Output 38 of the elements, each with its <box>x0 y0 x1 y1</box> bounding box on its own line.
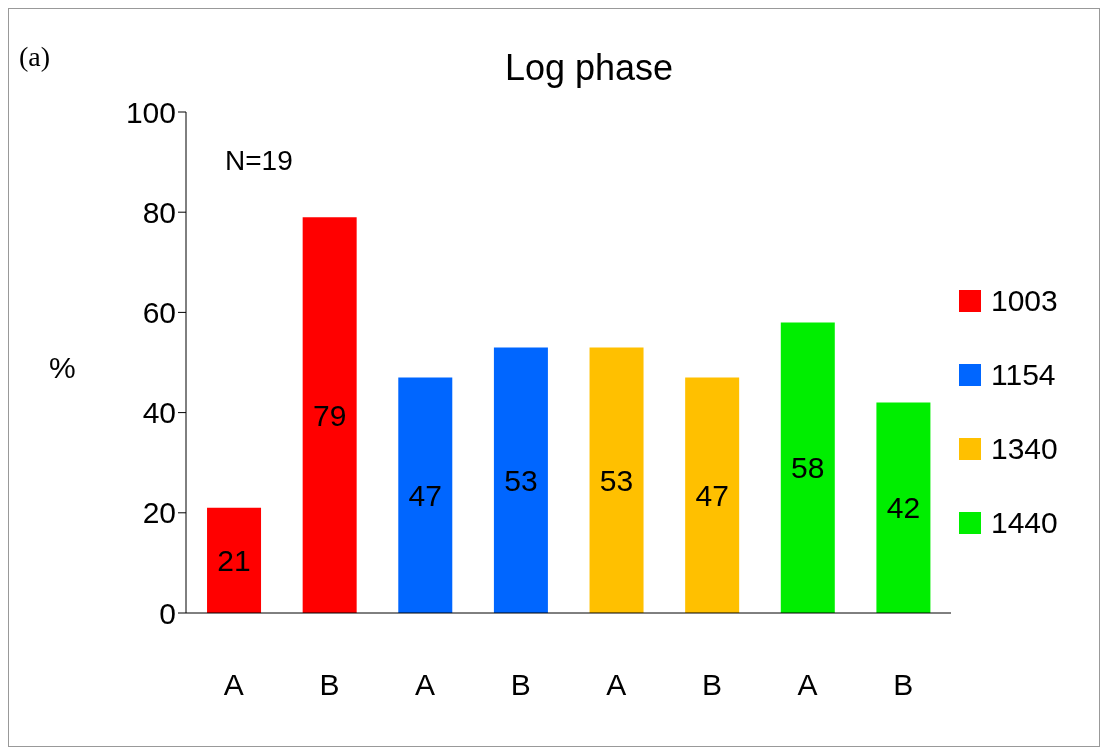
y-tick-label: 60 <box>142 296 176 330</box>
legend-label: 1440 <box>991 506 1058 540</box>
y-tick-label: 0 <box>159 596 176 630</box>
chart-title: Log phase <box>503 47 675 89</box>
bar <box>780 322 835 613</box>
bar <box>207 507 262 613</box>
legend-label: 1340 <box>991 432 1058 466</box>
y-axis-title: % <box>49 351 76 385</box>
bar <box>493 347 548 613</box>
x-tick-label: A <box>606 668 627 702</box>
data-label: 42 <box>886 491 921 525</box>
data-label: 47 <box>408 478 442 512</box>
y-tick-label: 20 <box>142 496 176 530</box>
data-label: 58 <box>791 451 825 485</box>
data-label: 21 <box>217 543 251 577</box>
data-label: 53 <box>504 463 538 497</box>
x-tick-label: B <box>510 668 531 702</box>
x-tick-label: A <box>797 668 818 702</box>
bar <box>876 402 931 613</box>
x-tick-label: A <box>415 668 436 702</box>
bar <box>302 217 357 613</box>
data-label: 53 <box>599 463 634 497</box>
legend-label: 1003 <box>991 284 1058 318</box>
x-tick-label: B <box>701 668 722 702</box>
x-tick-label: B <box>319 668 340 702</box>
y-tick-label: 40 <box>142 396 176 430</box>
x-tick-label: B <box>893 668 914 702</box>
y-tick-label: 100 <box>125 95 176 129</box>
y-tick-label: 80 <box>142 195 176 229</box>
bar <box>589 347 644 613</box>
data-label: 79 <box>312 398 347 432</box>
annotation: N=19 <box>225 145 293 177</box>
text: (a) <box>19 41 51 73</box>
legend-label: 1154 <box>991 358 1056 392</box>
bar <box>398 377 453 613</box>
bar <box>685 377 740 613</box>
data-label: 47 <box>695 478 729 512</box>
x-tick-label: A <box>223 668 244 702</box>
